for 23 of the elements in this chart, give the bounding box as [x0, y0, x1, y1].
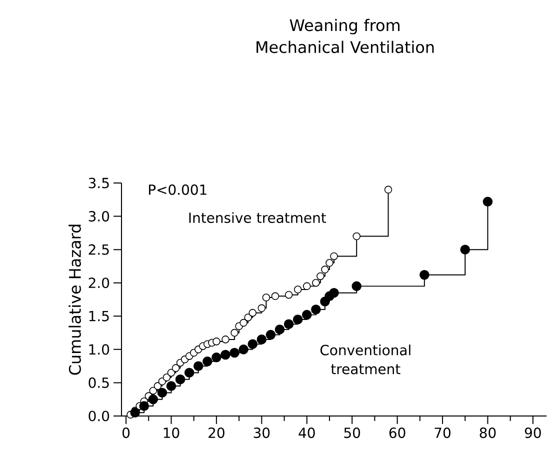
- x-tick-label: 10: [164, 428, 180, 438]
- x-tick-label: 0: [122, 428, 130, 438]
- x-tick-label: 70: [434, 428, 450, 438]
- x-tick-label: 20: [208, 428, 224, 438]
- y-tick-label: 0.0: [88, 410, 110, 422]
- y-axis-title: Cumulative Hazard: [68, 224, 81, 375]
- x-tick-label: 60: [389, 428, 406, 438]
- y-tick-label: 1.0: [89, 344, 110, 355]
- y-tick-label: 3.0: [88, 211, 110, 222]
- chart-title: Weaning from Mechanical Ventilation: [256, 18, 434, 54]
- y-tick-label: 2.5: [88, 244, 109, 255]
- x-tick-label: 50: [344, 428, 360, 438]
- annotation: P<0.001: [149, 184, 206, 195]
- x-tick-label: 90: [524, 428, 541, 438]
- x-tick-label: 40: [298, 428, 315, 438]
- y-tick-label: 1.5: [89, 310, 109, 322]
- y-tick-label: 2.0: [88, 278, 110, 288]
- text: Conventional treatment: [320, 344, 410, 374]
- x-tick-label: 80: [480, 428, 496, 438]
- text: Intensive treatment: [189, 212, 326, 224]
- x-tick-label: 30: [254, 428, 270, 438]
- y-tick-label: 0.5: [88, 377, 109, 388]
- y-tick-label: 3.5: [88, 178, 109, 188]
